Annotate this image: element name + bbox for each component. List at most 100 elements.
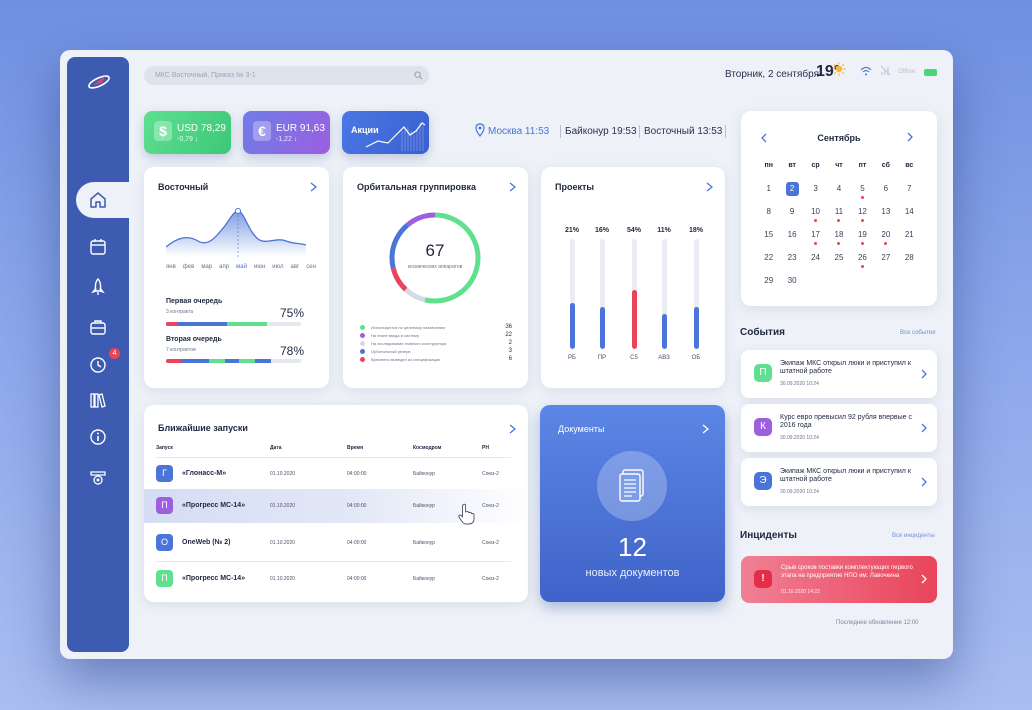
nav-clock-icon[interactable] <box>85 352 111 378</box>
calendar-day[interactable]: 5 <box>851 182 874 199</box>
nav-home-icon[interactable] <box>85 187 111 213</box>
calendar-day[interactable]: 1 <box>757 182 780 196</box>
table-row[interactable]: О OneWeb (№ 2) 01.10.2020 04:00:00 Байко… <box>144 526 528 560</box>
month-label[interactable]: авг <box>290 264 300 270</box>
calendar-day[interactable]: 16 <box>780 228 803 242</box>
column-header[interactable]: Время <box>347 445 363 451</box>
calendar-day[interactable]: 8 <box>757 205 780 219</box>
calendar-day[interactable]: 27 <box>874 251 897 265</box>
month-label[interactable]: мар <box>201 264 213 270</box>
chevron-right-icon[interactable] <box>921 423 927 433</box>
launch-site: Байконур <box>413 503 435 509</box>
all-events-link[interactable]: Все события <box>900 330 936 336</box>
month-label[interactable]: июл <box>272 264 284 270</box>
calendar-day[interactable]: 22 <box>757 251 780 265</box>
calendar-day[interactable]: 4 <box>827 182 850 196</box>
calendar-day[interactable]: 19 <box>851 228 874 245</box>
calendar-day[interactable]: 2 <box>780 182 803 196</box>
calendar-day[interactable]: 15 <box>757 228 780 242</box>
calendar-day[interactable]: 3 <box>804 182 827 196</box>
documents-card[interactable]: Документы 12 новых документов <box>540 405 725 602</box>
calendar-day[interactable]: 26 <box>851 251 874 268</box>
column-header[interactable]: Космодром <box>413 445 442 451</box>
search-input[interactable]: МКС Восточный, Приказ № 3-1 <box>144 66 429 85</box>
usd-card[interactable]: $ USD 78,29 -0,79 ↓ <box>144 111 231 154</box>
wifi-icon[interactable] <box>860 66 872 76</box>
calendar-day[interactable]: 17 <box>804 228 827 245</box>
sidebar: 4 <box>67 57 136 652</box>
stocks-card[interactable]: Акции <box>342 111 429 154</box>
calendar-day[interactable]: 24 <box>804 251 827 265</box>
chevron-left-icon[interactable] <box>761 133 767 143</box>
connection-status: Offline <box>898 69 916 75</box>
month-label-active[interactable]: май <box>236 264 247 270</box>
chevron-right-icon[interactable] <box>310 182 317 192</box>
legend-item: Орбитальный резерв 3 <box>360 348 512 355</box>
calendar-day[interactable]: 18 <box>827 228 850 245</box>
nav-library-icon[interactable] <box>85 387 111 413</box>
search-icon[interactable] <box>414 71 423 80</box>
vostochny-card[interactable]: Восточный янв фев мар апр май июн июл ав… <box>144 167 329 388</box>
month-label[interactable]: апр <box>219 264 230 270</box>
calendar-day[interactable]: 6 <box>874 182 897 196</box>
launches-card: Ближайшие запуски Запуск Дата Время Косм… <box>144 405 528 602</box>
stocks-label: Акции <box>351 125 379 135</box>
table-row[interactable]: Г «Глонасс-М» 01.10.2020 04:00:00 Байкон… <box>144 457 528 491</box>
column-header[interactable]: РН <box>482 445 489 451</box>
chevron-right-icon[interactable] <box>702 424 709 434</box>
calendar-day[interactable]: 23 <box>780 251 803 265</box>
orbital-card[interactable]: Орбитальная группировка 67 космических а… <box>343 167 528 388</box>
chevron-right-icon[interactable] <box>509 182 516 192</box>
project-bar[interactable] <box>694 239 699 349</box>
incident-item[interactable]: ! Срыв сроков поставки комплектующих пер… <box>741 556 937 603</box>
euro-icon: € <box>253 121 271 141</box>
project-bar[interactable] <box>570 239 575 349</box>
nav-briefcase-icon[interactable] <box>85 314 111 340</box>
project-bar[interactable] <box>600 239 605 349</box>
chevron-right-icon[interactable] <box>706 182 713 192</box>
column-header[interactable]: Дата <box>270 445 282 451</box>
time-vostochny: Восточный 13:53 <box>644 126 723 137</box>
chevron-right-icon[interactable] <box>907 132 913 142</box>
calendar-day[interactable]: 9 <box>780 205 803 219</box>
nav-info-icon[interactable] <box>85 424 111 450</box>
project-bar[interactable] <box>632 239 637 349</box>
table-row-selected[interactable]: П «Прогресс МС-14» 01.10.2020 04:00:00 Б… <box>144 489 528 525</box>
calendar-day[interactable]: 13 <box>874 205 897 219</box>
calendar-day[interactable]: 28 <box>898 251 921 265</box>
month-label[interactable]: фев <box>182 264 195 270</box>
chevron-right-icon[interactable] <box>921 369 927 379</box>
calendar-day[interactable]: 29 <box>757 274 780 288</box>
column-header[interactable]: Запуск <box>156 445 173 451</box>
queue2-progress <box>166 359 301 363</box>
chevron-right-icon[interactable] <box>509 424 516 434</box>
calendar-day[interactable]: 12 <box>851 205 874 222</box>
event-text: Экипаж МКС открыл люки и приступил к шта… <box>780 468 911 483</box>
all-incidents-link[interactable]: Все инциденты <box>892 533 935 539</box>
calendar-day[interactable]: 20 <box>874 228 897 245</box>
calendar-day[interactable]: 7 <box>898 182 921 196</box>
event-item[interactable]: П Экипаж МКС открыл люки и приступил к ш… <box>741 350 937 398</box>
calendar-day[interactable]: 14 <box>898 205 921 219</box>
table-row[interactable]: П «Прогресс МС-14» 01.10.2020 04:00:00 Б… <box>144 562 528 596</box>
calendar-day[interactable]: 30 <box>780 274 803 288</box>
calendar-day[interactable]: 11 <box>827 205 850 222</box>
nav-rocket-icon[interactable] <box>85 274 111 300</box>
chevron-right-icon[interactable] <box>921 574 927 584</box>
month-label[interactable]: июн <box>254 264 266 270</box>
calendar-day[interactable]: 10 <box>804 205 827 222</box>
calendar-day[interactable]: 21 <box>898 228 921 242</box>
nav-camera-icon[interactable] <box>85 464 111 490</box>
event-item[interactable]: Э Экипаж МКС открыл люки и приступил к ш… <box>741 458 937 506</box>
month-label[interactable]: янв <box>166 264 176 270</box>
project-bar[interactable] <box>662 239 667 349</box>
nav-calendar-icon[interactable] <box>85 234 111 260</box>
event-item[interactable]: К Курс евро превысил 92 рубля впервые с … <box>741 404 937 452</box>
calendar-day[interactable]: 25 <box>827 251 850 265</box>
launch-site: Байконур <box>413 471 435 477</box>
eur-card[interactable]: € EUR 91,63 -1,22 ↓ <box>243 111 330 154</box>
chevron-right-icon[interactable] <box>921 477 927 487</box>
calendar-day-number: 28 <box>904 253 914 262</box>
month-label[interactable]: сен <box>306 264 316 270</box>
projects-card[interactable]: Проекты 21% РБ 16% ПР 54% С5 11% АВЗ 18% ОБ <box>541 167 725 388</box>
